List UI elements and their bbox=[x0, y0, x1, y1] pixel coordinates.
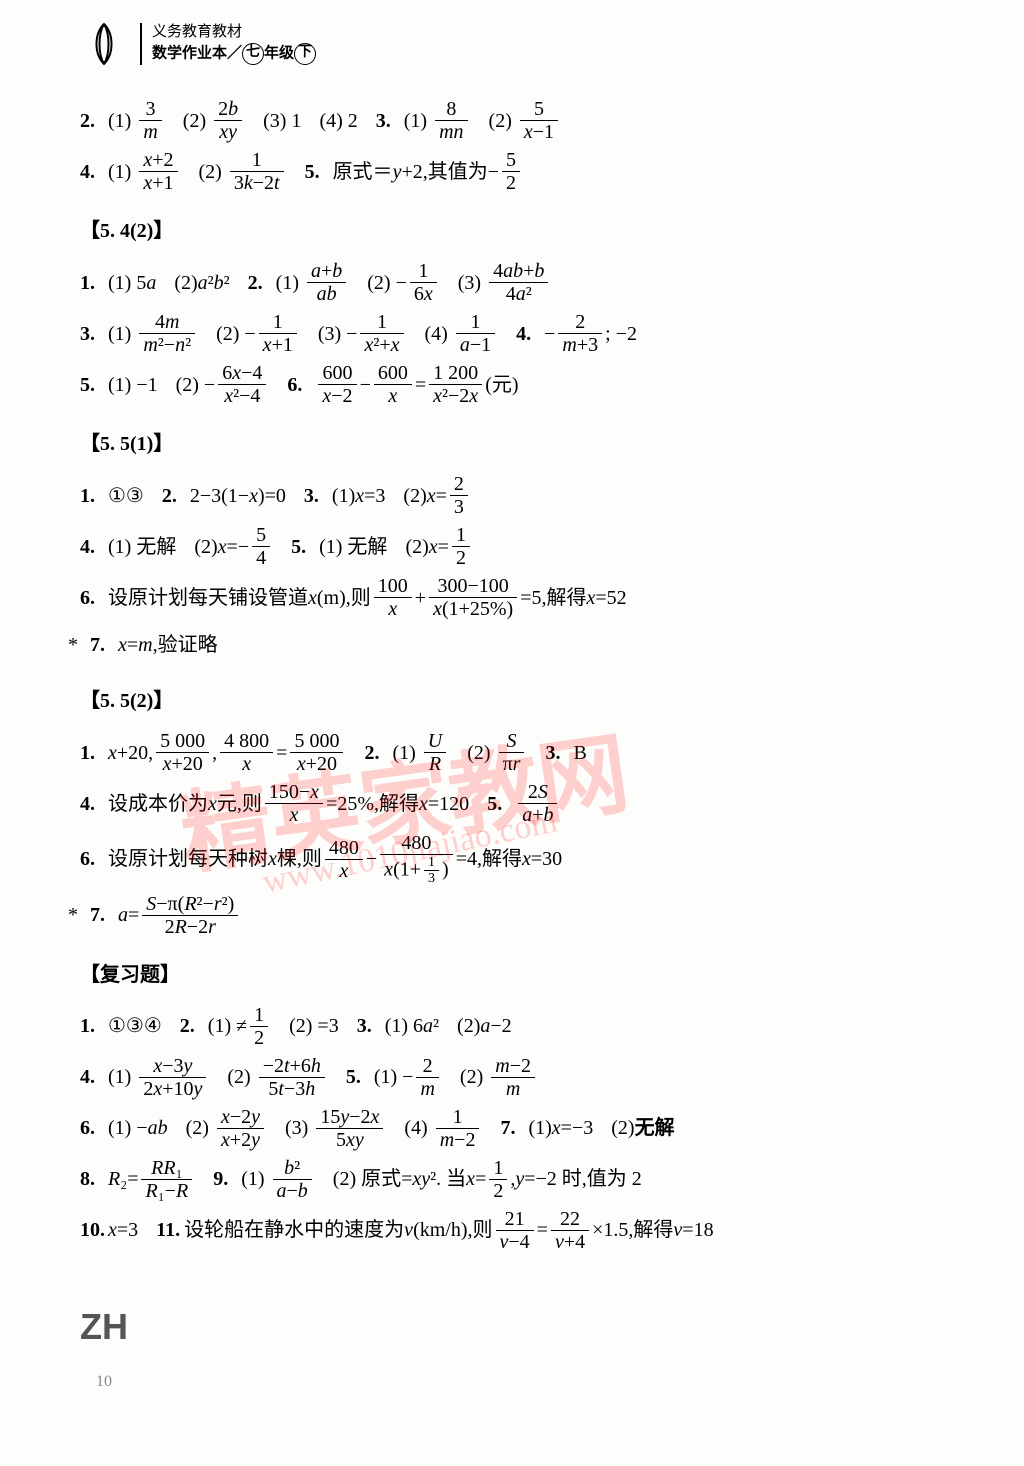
s542-p1: 1.(1) 5a (2) a²b² 2.(1) a+bab (2) −16x (… bbox=[80, 260, 964, 305]
rev-p8: 8.R₂=RR₁R₁−R 9.(1) b²a−b (2) 原式=xy². 当 x… bbox=[80, 1157, 964, 1202]
s542-p5: 5.(1) −1 (2) −6x−4x²−4 6.600x−2−600x=1 2… bbox=[80, 362, 964, 407]
s552-p4: 4.设成本价为 x 元,则150−xx=25%,解得 x=120 5.2Sa+b bbox=[80, 781, 964, 826]
page-header: 义务教育教材 数学作业本／七年级下 bbox=[80, 20, 964, 68]
s551-p7: 7.x=m,验证略 bbox=[80, 626, 964, 664]
s552-p6: 6.设原计划每天种树 x 棵,则480x−480x(1+13)=4,解得 x=3… bbox=[80, 832, 964, 887]
section-5-4-2: 【5. 4(2)】 bbox=[80, 212, 964, 250]
logo-icon bbox=[80, 20, 128, 68]
s542-p3: 3.(1) 4mm²−n² (2) −1x+1 (3) −1x²+x (4) 1… bbox=[80, 311, 964, 356]
footer-mark: ZH bbox=[80, 1293, 964, 1361]
rev-p4: 4.(1) x−3y2x+10y (2) −2t+6h5t−3h 5.(1) −… bbox=[80, 1055, 964, 1100]
s552-p7: 7.a=S−π(R²−r²)2R−2r bbox=[80, 893, 964, 938]
rev-p10: 10.x=3 11.设轮船在静水中的速度为 v(km/h),则21v−4=22v… bbox=[80, 1208, 964, 1253]
problem-2: 2.(1) 3m (2) 2bxy (3) 1 (4) 2 3.(1) 8mn … bbox=[80, 98, 964, 143]
page-number: 10 bbox=[80, 1367, 964, 1397]
rev-p6: 6.(1) −ab (2) x−2yx+2y (3) 15y−2x5xy (4)… bbox=[80, 1106, 964, 1151]
section-review: 【复习题】 bbox=[80, 956, 964, 994]
header-line1: 义务教育教材 bbox=[152, 23, 316, 43]
section-5-5-2: 【5. 5(2)】 bbox=[80, 682, 964, 720]
rev-p1: 1.①③④ 2.(1) ≠12 (2) =3 3.(1) 6a² (2) a−2 bbox=[80, 1004, 964, 1049]
s551-p4: 4.(1) 无解 (2) x=−54 5.(1) 无解 (2) x=12 bbox=[80, 524, 964, 569]
header-line2: 数学作业本／七年级下 bbox=[152, 43, 316, 65]
s552-p1: 1.x+20,5 000x+20,4 800x=5 000x+20 2.(1) … bbox=[80, 730, 964, 775]
s551-p6: 6.设原计划每天铺设管道 x(m),则100x+300−100x(1+25%)=… bbox=[80, 575, 964, 620]
section-5-5-1: 【5. 5(1)】 bbox=[80, 425, 964, 463]
problem-4: 4.(1) x+2x+1 (2) 13k−2t 5.原式＝y+2,其值为−52 bbox=[80, 149, 964, 194]
s551-p1: 1.①③ 2.2−3(1−x)=0 3.(1) x=3 (2) x=23 bbox=[80, 473, 964, 518]
